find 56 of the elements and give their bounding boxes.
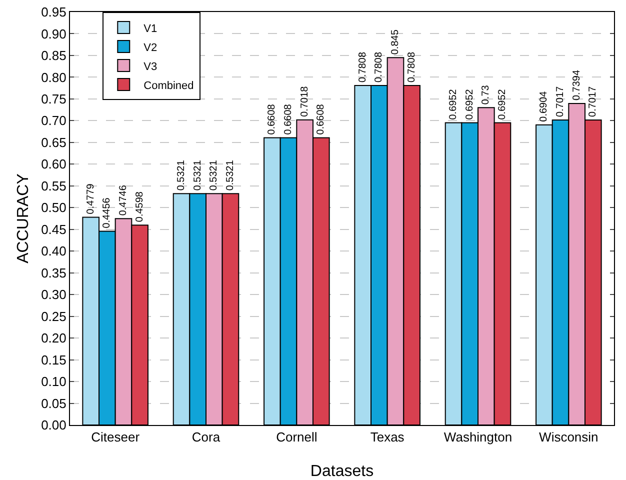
- text: 0.85: [41, 48, 66, 64]
- text: 0.00: [41, 418, 66, 433]
- x-tick-label: Washington: [444, 430, 512, 445]
- x-tick-label: Texas: [370, 430, 405, 445]
- data-label: 0.7808: [357, 52, 368, 83]
- data-label: 0.5321: [224, 160, 236, 191]
- data-label: 0.6608: [266, 104, 278, 135]
- legend-label: V3: [144, 60, 158, 73]
- y-axis-title: ACCURACY: [15, 173, 32, 264]
- text: 0.10: [41, 374, 66, 390]
- data-label: 0.7018: [299, 86, 310, 117]
- x-tick-label: Citeseer: [91, 430, 140, 445]
- data-label: 0.4456: [102, 197, 113, 228]
- text: 0.90: [41, 26, 66, 42]
- text: 0.15: [41, 352, 66, 368]
- text: 0.35: [41, 265, 66, 280]
- text: 0.50: [41, 200, 66, 216]
- data-label: 0.6952: [496, 88, 508, 120]
- data-label: 0.7808: [374, 52, 385, 83]
- data-label: 0.6952: [464, 88, 476, 120]
- text: 0.80: [41, 70, 66, 85]
- data-label: 0.5321: [192, 160, 204, 191]
- legend-label: V1: [144, 22, 158, 35]
- data-label: 0.7808: [406, 52, 418, 83]
- text: 0.30: [41, 287, 66, 302]
- text: 0.45: [41, 222, 66, 237]
- text: 0.20: [41, 330, 66, 346]
- data-label: 0.7394: [571, 70, 582, 101]
- text: 0.60: [41, 156, 66, 172]
- data-label: 0.4746: [118, 184, 129, 216]
- x-tick-label: Cornell: [276, 430, 318, 445]
- data-label: 0.4779: [85, 183, 96, 214]
- data-label: 0.4598: [134, 191, 146, 222]
- data-label: 0.6608: [283, 104, 294, 135]
- data-label: 0.6904: [538, 90, 550, 122]
- x-axis-title: Datasets: [310, 463, 374, 480]
- data-label: 0.7017: [588, 86, 599, 117]
- data-label: 0.5321: [176, 160, 188, 191]
- legend-label: Combined: [144, 80, 194, 92]
- text: 0.70: [41, 113, 66, 128]
- data-label: 0.6952: [448, 88, 460, 120]
- text: 0.65: [41, 134, 66, 150]
- data-label: 0.845: [390, 29, 401, 55]
- text: 0.95: [41, 4, 66, 20]
- data-label: 0.6608: [316, 104, 327, 135]
- x-tick-label: Wisconsin: [539, 430, 598, 445]
- legend-label: V2: [144, 42, 158, 54]
- text: 0.75: [41, 92, 66, 106]
- text: 0.55: [41, 178, 66, 194]
- data-label: 0.73: [480, 84, 492, 105]
- x-tick-label: Cora: [192, 430, 221, 445]
- data-label: 0.5321: [208, 160, 220, 191]
- text: 0.05: [41, 396, 66, 411]
- text: 0.25: [41, 308, 66, 324]
- data-label: 0.7017: [555, 86, 566, 117]
- text: 0.40: [41, 244, 66, 259]
